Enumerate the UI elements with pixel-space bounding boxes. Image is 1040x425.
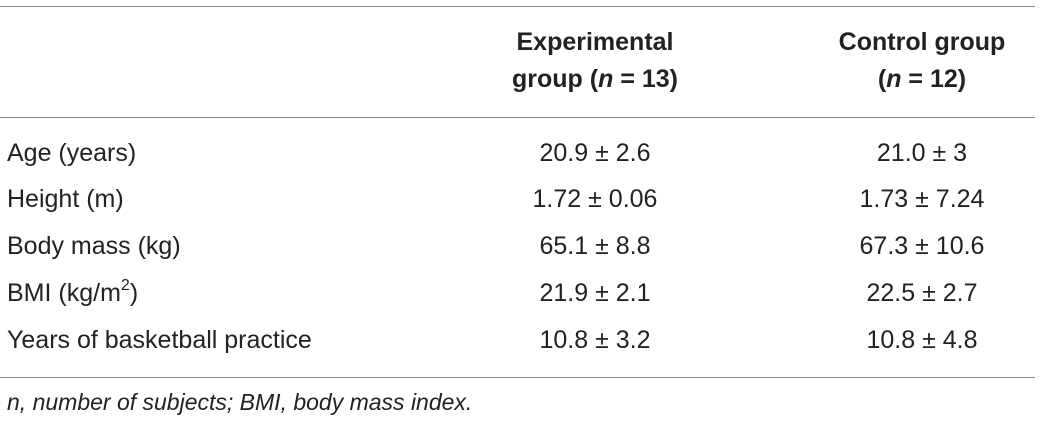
experimental-value: 21.9 ± 2.1 — [539, 279, 651, 307]
row-label: Years of basketball practice — [7, 326, 312, 354]
header-experimental-suffix: = 13) — [613, 65, 678, 93]
header-experimental-prefix: group ( — [512, 65, 599, 93]
table-bottom-rule — [0, 377, 1035, 378]
control-value: 67.3 ± 10.6 — [859, 232, 985, 260]
table-row-height: Height (m) 1.72 ± 0.06 1.73 ± 7.24 — [0, 180, 1035, 218]
row-label: BMI (kg/m2) — [7, 274, 138, 312]
control-value: 21.0 ± 3 — [876, 139, 968, 167]
control-value: 22.5 ± 2.7 — [866, 279, 978, 307]
header-control-line2: (n = 12) — [822, 61, 1022, 98]
control-value: 1.73 ± 7.24 — [859, 185, 985, 213]
header-control-line1: Control group — [838, 28, 1006, 56]
table-row-basketball-practice: Years of basketball practice 10.8 ± 3.2 … — [0, 321, 1035, 359]
header-control-suffix: = 12) — [901, 65, 967, 93]
header-experimental-n: n — [598, 65, 614, 93]
header-experimental-line1: Experimental — [516, 28, 674, 56]
bmi-label-prefix: BMI (kg/m — [7, 279, 121, 307]
table-footnote: n, number of subjects; BMI, body mass in… — [7, 389, 473, 415]
row-label: Height (m) — [7, 185, 124, 213]
experimental-value: 20.9 ± 2.6 — [539, 139, 651, 167]
table-header-rule — [0, 117, 1035, 118]
header-experimental-line2: group (n = 13) — [480, 61, 710, 98]
header-control-prefix: ( — [877, 65, 887, 93]
table-row-body-mass: Body mass (kg) 65.1 ± 8.8 67.3 ± 10.6 — [0, 227, 1035, 265]
experimental-value: 1.72 ± 0.06 — [532, 185, 658, 213]
header-control-n: n — [886, 65, 902, 93]
experimental-value: 10.8 ± 3.2 — [539, 326, 651, 354]
experimental-value: 65.1 ± 8.8 — [539, 232, 651, 260]
table-top-rule — [0, 6, 1035, 7]
bmi-label-suffix: ) — [129, 279, 139, 307]
bmi-label-superscript: 2 — [120, 276, 130, 294]
control-value: 10.8 ± 4.8 — [866, 326, 978, 354]
row-label: Body mass (kg) — [7, 232, 181, 260]
row-label: Age (years) — [7, 139, 137, 167]
table-row-bmi: BMI (kg/m2) 21.9 ± 2.1 22.5 ± 2.7 — [0, 274, 1035, 312]
header-control-group: Control group (n = 12) — [822, 24, 1022, 98]
table-row-age: Age (years) 20.9 ± 2.6 21.0 ± 3 — [0, 134, 1035, 172]
header-experimental-group: Experimental group (n = 13) — [480, 24, 710, 98]
